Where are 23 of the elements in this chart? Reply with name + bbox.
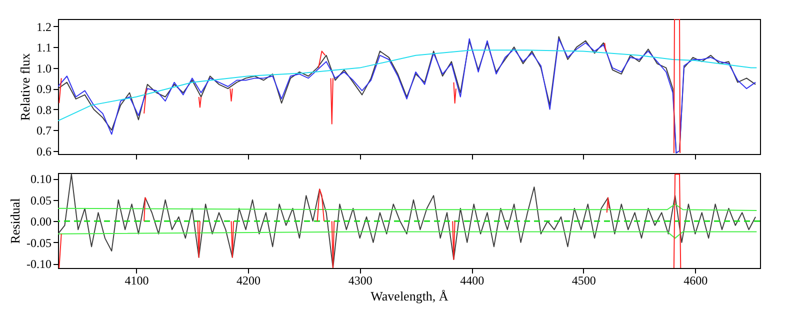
y-axis-title: Residual: [8, 198, 23, 244]
x-tick-label: 4600: [684, 274, 708, 288]
y-tick-label: 0.05: [30, 193, 52, 208]
y-tick-label: 1.0: [36, 61, 52, 76]
x-tick-label: 4400: [460, 274, 484, 288]
y-tick-label: 0.6: [36, 144, 52, 158]
x-tick-label: 4200: [236, 274, 261, 288]
y-tick-label: -0.10: [26, 257, 52, 272]
line-series: [58, 50, 758, 122]
x-tick-label: 4500: [572, 274, 596, 288]
x-tick-label: 4300: [348, 274, 372, 288]
y-tick-label: 1.1: [36, 40, 52, 55]
y-axis-title: Relative flux: [18, 52, 32, 121]
y-tick-label: 0.9: [36, 82, 52, 96]
line-series: [58, 204, 758, 211]
y-tick-label: 0.10: [30, 172, 52, 186]
y-tick-label: 1.2: [36, 20, 52, 34]
x-tick-label: 4100: [124, 274, 149, 288]
y-tick-label: 0.00: [30, 214, 52, 229]
y-tick-label: 0.7: [36, 124, 52, 138]
y-tick-label: 0.8: [36, 102, 52, 117]
x-axis-title: Wavelength, Å: [370, 288, 449, 304]
y-tick-label: -0.05: [26, 236, 52, 250]
